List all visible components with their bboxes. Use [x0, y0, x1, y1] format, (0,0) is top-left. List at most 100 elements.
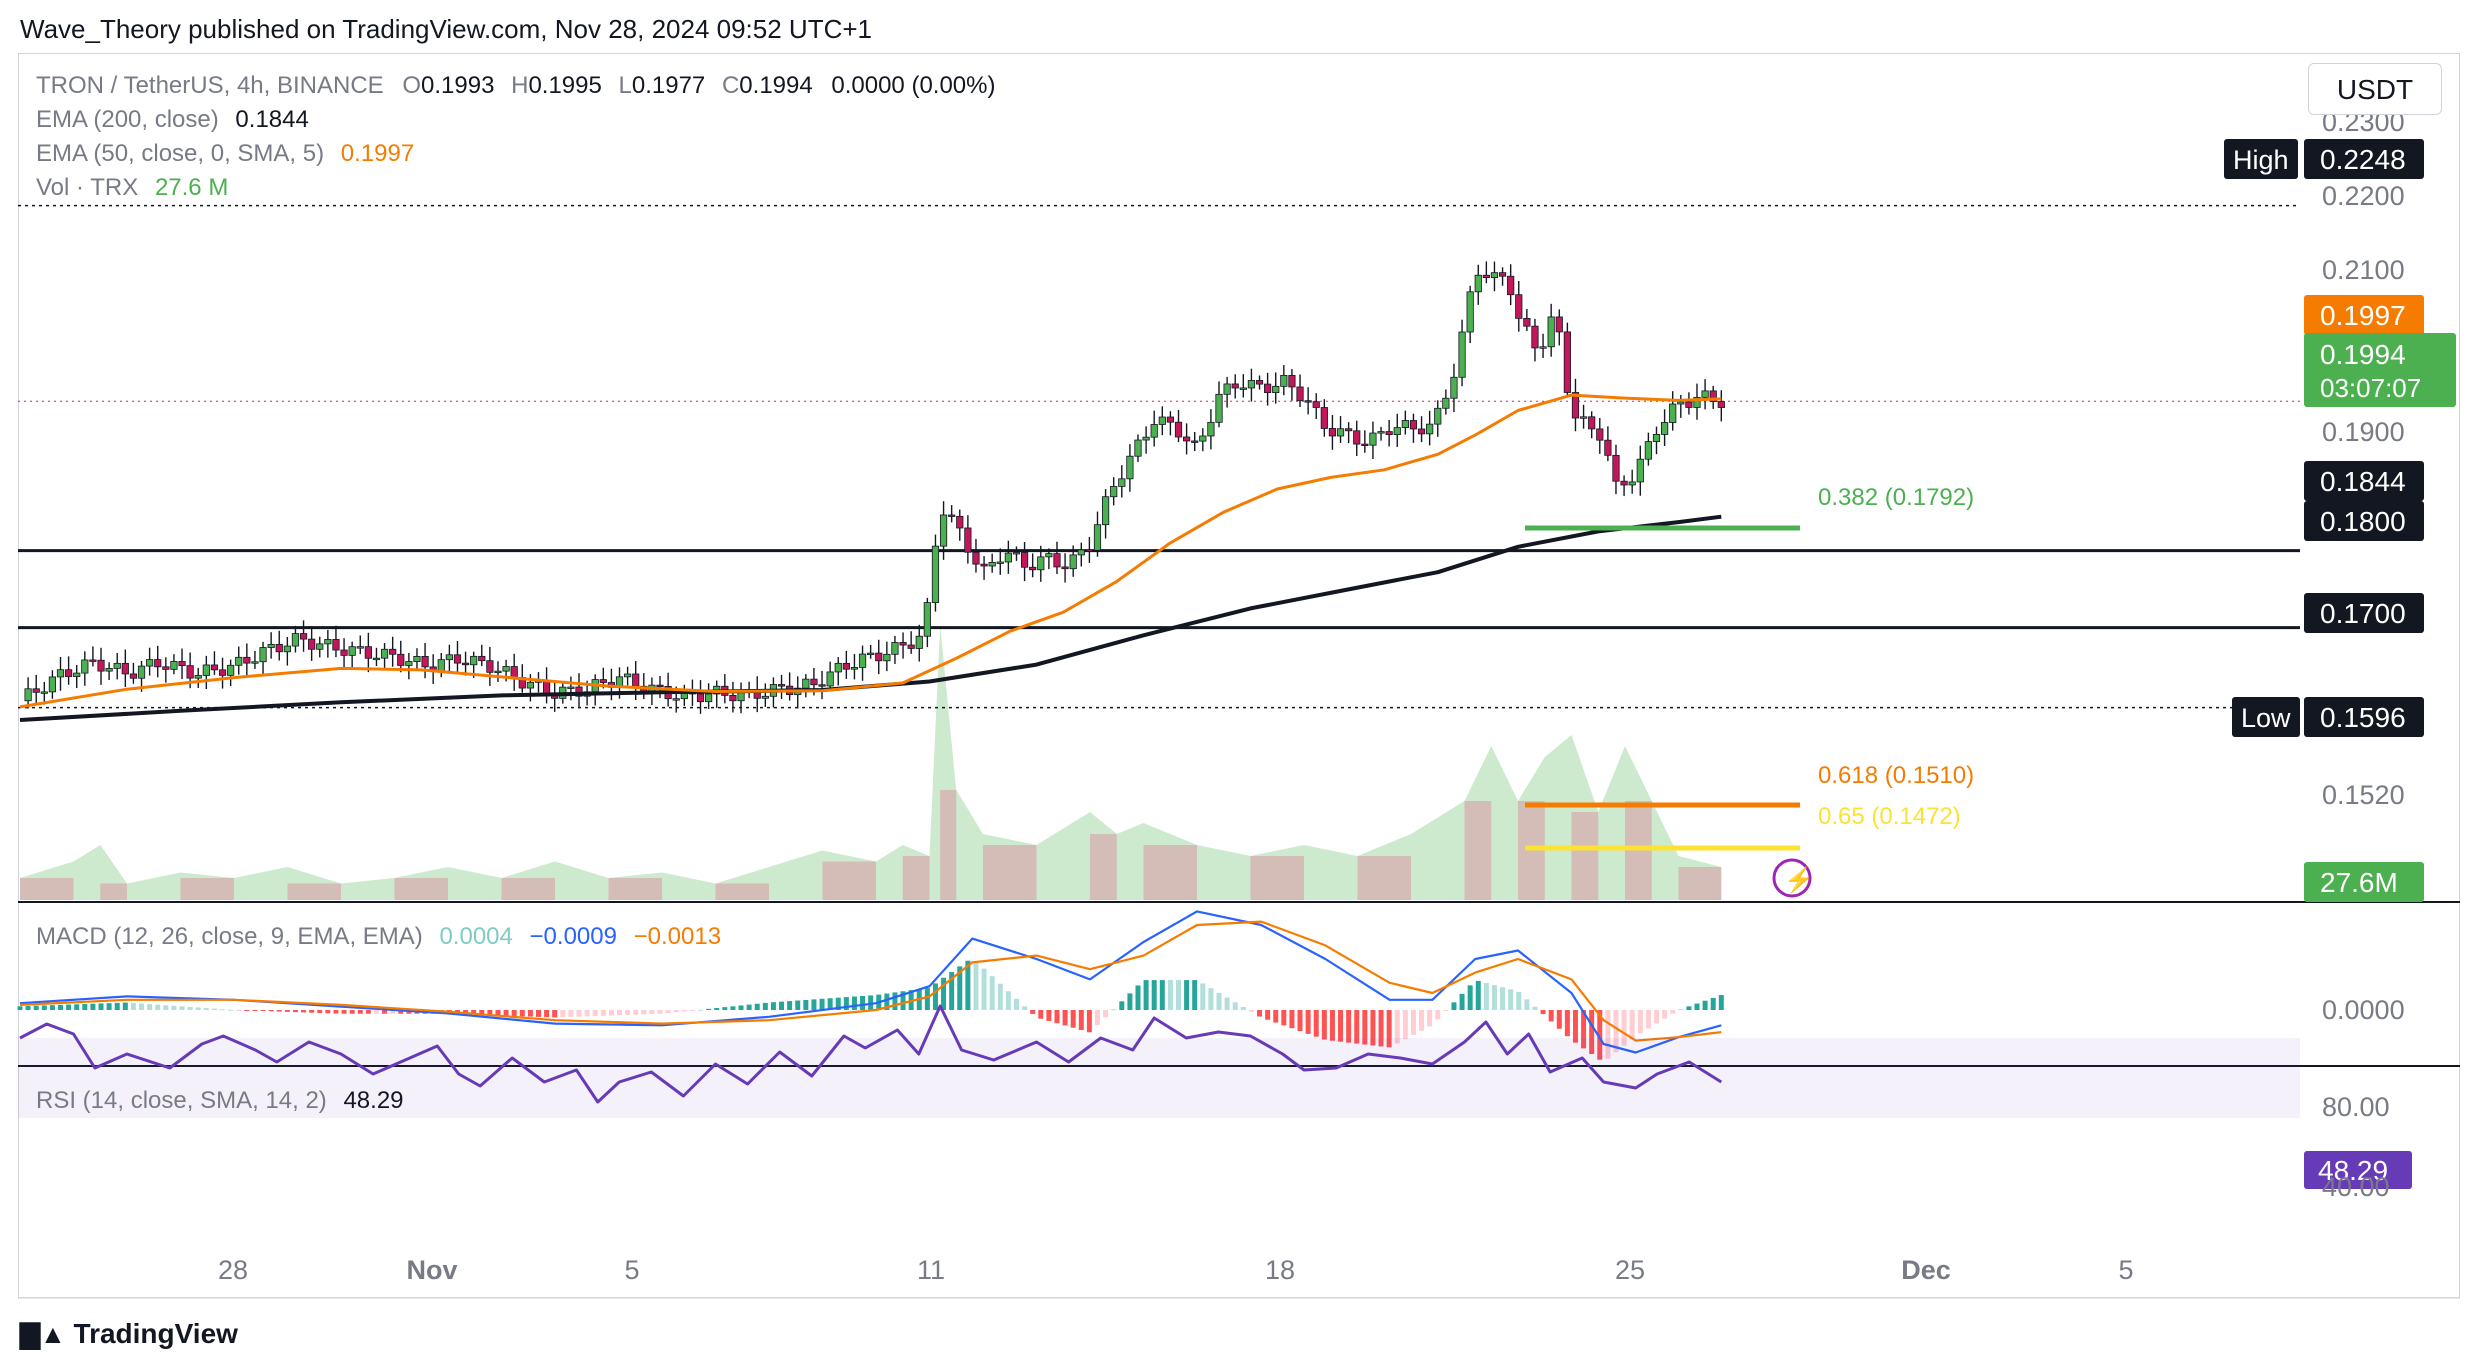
candle-up: [1490, 272, 1499, 279]
candle-up: [1474, 274, 1482, 293]
candle-down: [1709, 390, 1717, 402]
macd-hist-value: 0.0004: [439, 923, 513, 950]
candle-down: [575, 686, 583, 697]
candle-up: [1377, 431, 1385, 434]
macd-hist-bar: [479, 1010, 485, 1015]
candle-up: [324, 639, 332, 645]
macd-hist-bar: [1086, 1010, 1092, 1033]
candle-up: [502, 666, 510, 672]
macd-hist-bar: [957, 966, 963, 1010]
macd-hist-bar: [1167, 980, 1173, 1010]
macd-hist-bar: [1273, 1010, 1279, 1023]
macd-hist-bar: [965, 960, 971, 1010]
macd-hist-bar: [722, 1007, 728, 1010]
candle-up: [1207, 421, 1215, 437]
macd-hist-bar: [1516, 991, 1522, 1010]
macd-hist-bar: [1127, 993, 1133, 1010]
macd-hist-bar: [932, 983, 938, 1010]
macd-hist-bar: [1305, 1010, 1311, 1034]
candle-up: [526, 681, 534, 689]
candle-up: [1458, 331, 1466, 378]
volume-bar-down: [822, 861, 876, 900]
candle-down: [1061, 566, 1069, 570]
macd-hist-bar: [576, 1010, 582, 1017]
candle-down: [964, 527, 972, 553]
macd-hist-bar: [503, 1010, 509, 1016]
macd-hist-bar: [106, 1003, 112, 1010]
candle-down: [810, 678, 818, 686]
macd-hist-bar: [1070, 1010, 1076, 1028]
macd-hist-bar: [1402, 1010, 1408, 1040]
candle-up: [858, 653, 867, 668]
candle-up: [705, 693, 713, 703]
macd-hist-bar: [1678, 1009, 1684, 1011]
macd-hist-bar: [74, 1004, 80, 1010]
candle-up: [24, 688, 32, 702]
candle-up: [1401, 420, 1409, 428]
macd-hist-bar: [1143, 980, 1149, 1010]
macd-hist-bar: [519, 1010, 525, 1017]
macd-hist-bar: [1613, 1010, 1619, 1053]
tradingview-brand: TradingView: [73, 1318, 238, 1349]
candle-up: [259, 647, 267, 663]
macd-hist-bar: [373, 1010, 379, 1014]
volume-legend[interactable]: Vol · TRX 27.6 M: [36, 174, 228, 202]
candle-up: [826, 671, 834, 687]
level-1800-tag: 0.1800: [2320, 506, 2406, 537]
macd-hist-bar: [511, 1010, 517, 1017]
alert-lightning-icon-glyph: ⚡: [1784, 866, 1814, 894]
volume-bar-down: [287, 883, 341, 900]
candle-up: [931, 545, 940, 603]
macd-hist-bar: [1572, 1010, 1578, 1043]
candle-down: [1328, 428, 1337, 437]
candle-up: [1660, 422, 1669, 435]
change-value: 0.0000 (0.00%): [831, 72, 996, 99]
symbol-name[interactable]: TRON / TetherUS, 4h, BINANCE: [36, 72, 384, 99]
candle-up: [1434, 407, 1442, 425]
volume-bar-down: [902, 856, 930, 900]
rsi-label: RSI (14, close, SMA, 14, 2): [36, 1087, 327, 1114]
open-value: 0.1993: [421, 72, 495, 99]
close-value: 0.1994: [739, 72, 813, 99]
macd-hist-bar: [1386, 1010, 1392, 1048]
candle-up: [235, 656, 243, 666]
candle-up: [761, 695, 769, 699]
macd-hist-bar: [1281, 1010, 1287, 1026]
macd-legend[interactable]: MACD (12, 26, close, 9, EMA, EMA) 0.0004…: [36, 923, 721, 951]
macd-hist-bar: [66, 1004, 72, 1010]
macd-hist-bar: [706, 1008, 712, 1010]
volume-bar-down: [1571, 812, 1599, 900]
candle-up: [1101, 496, 1110, 526]
ema50-line: [19, 393, 1722, 709]
macd-hist-bar: [1321, 1010, 1327, 1040]
candle-up: [988, 561, 996, 567]
macd-hist-bar: [276, 1010, 282, 1012]
currency-button[interactable]: USDT: [2308, 63, 2442, 115]
macd-hist-bar: [1548, 1010, 1554, 1022]
macd-hist-bar: [949, 972, 955, 1010]
macd-hist-bar: [746, 1004, 752, 1010]
candle-up: [267, 643, 275, 648]
macd-hist-bar: [301, 1010, 307, 1013]
macd-hist-bar: [1710, 997, 1716, 1010]
macd-hist-bar: [317, 1010, 323, 1013]
candle-down: [1717, 401, 1725, 408]
ema50-legend[interactable]: EMA (50, close, 0, SMA, 5) 0.1997: [36, 140, 414, 168]
macd-hist-bar: [819, 998, 825, 1010]
candle-up: [923, 602, 931, 637]
candle-down: [656, 684, 664, 688]
ema50-price-tag: 0.1997: [2320, 300, 2406, 331]
low-value: 0.1977: [631, 72, 706, 99]
candle-down: [1604, 439, 1612, 456]
macd-hist-bar: [471, 1010, 477, 1015]
macd-y-tick: 0.0000: [2322, 995, 2405, 1025]
candle-down: [32, 688, 40, 693]
macd-hist-bar: [179, 1006, 185, 1010]
ema200-legend[interactable]: EMA (200, close) 0.1844: [36, 106, 309, 134]
level-1800-tag-box: [2304, 501, 2424, 541]
rsi-legend[interactable]: RSI (14, close, SMA, 14, 2) 48.29: [36, 1087, 404, 1115]
y-tick-label: 0.1900: [2322, 417, 2405, 447]
ema50-value: 0.1997: [340, 140, 415, 167]
